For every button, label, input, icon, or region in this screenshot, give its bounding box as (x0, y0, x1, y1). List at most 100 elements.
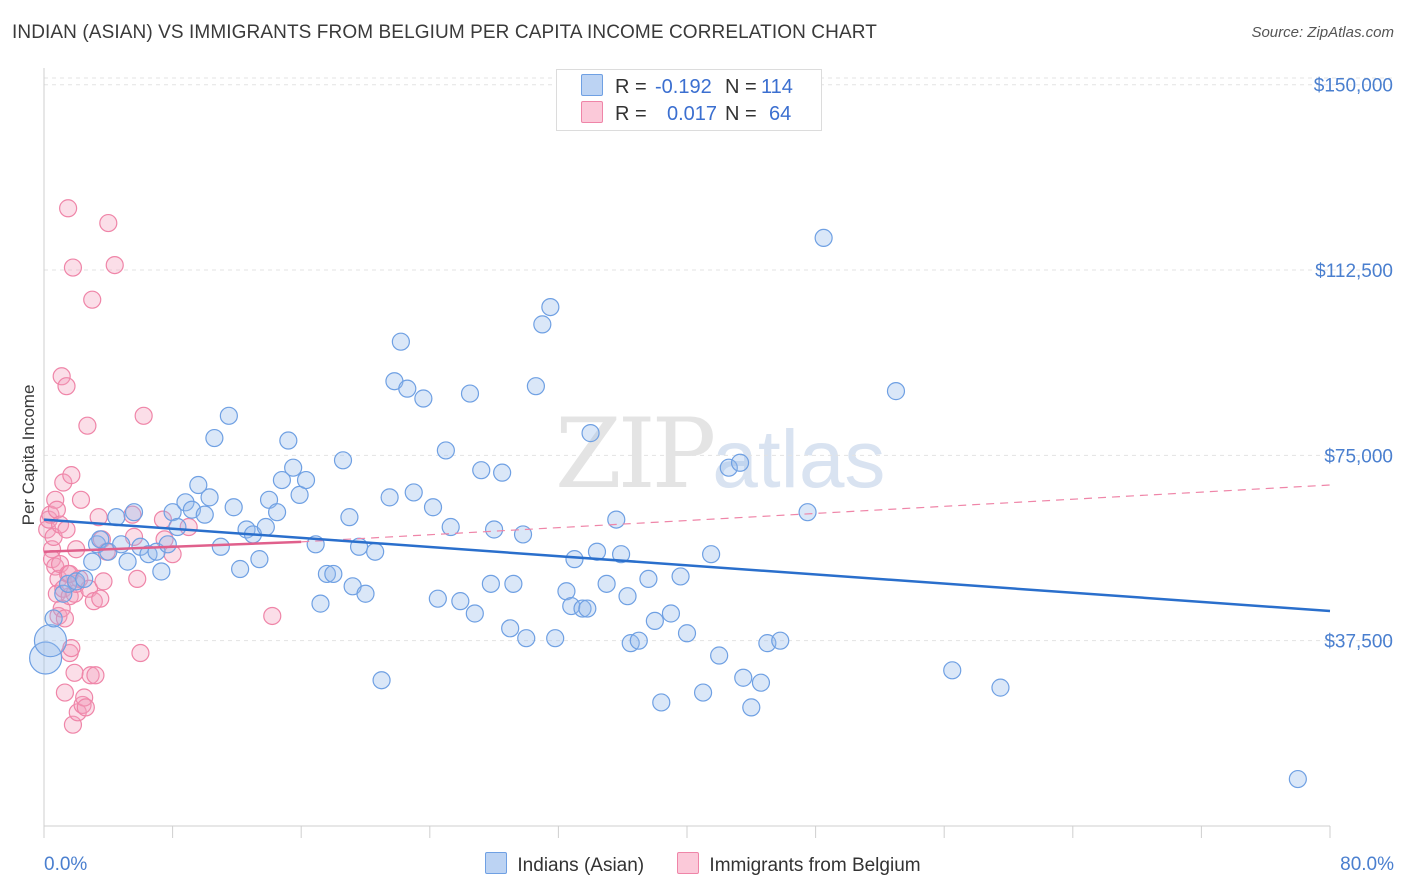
point-indians (481, 574, 500, 593)
point-belgium (81, 666, 100, 685)
point-indians (366, 542, 385, 561)
point-belgium (57, 377, 76, 396)
point-belgium (62, 466, 81, 485)
legend-item-indians[interactable]: Indians (Asian) (485, 852, 644, 877)
point-indians (324, 564, 343, 584)
point-indians (391, 332, 410, 351)
point-belgium (89, 508, 108, 527)
point-belgium (263, 606, 282, 626)
point-indians (224, 498, 243, 517)
point-indians (943, 661, 962, 680)
point-indians (742, 698, 761, 717)
point-indians (267, 503, 287, 522)
watermark: ZIPatlas (555, 398, 885, 510)
point-indians (83, 552, 102, 571)
point-indians (33, 624, 68, 658)
point-belgium (86, 666, 105, 685)
point-indians (451, 592, 470, 611)
point-indians (231, 559, 250, 579)
point-indians (581, 424, 600, 443)
point-indians (702, 545, 721, 564)
point-indians (436, 441, 455, 460)
point-belgium (99, 213, 118, 233)
watermark-atlas: atlas (712, 414, 886, 505)
legend-item-belgium[interactable]: Immigrants from Belgium (677, 852, 921, 877)
point-indians (533, 315, 552, 334)
series-legend: Indians (Asian) Immigrants from Belgium (0, 852, 1406, 877)
point-indians (734, 668, 753, 687)
point-indians (607, 510, 626, 529)
point-indians (517, 629, 536, 648)
point-indians (460, 384, 480, 403)
point-belgium (78, 416, 97, 435)
legend-row-belgium: R = 0.017 N = 64 (581, 101, 791, 127)
y-axis-label: Per Capita Income (19, 385, 38, 526)
legend-r-label: R = (615, 76, 647, 98)
point-belgium (70, 569, 89, 589)
point-indians (296, 470, 316, 490)
point-indians (404, 483, 423, 502)
point-indians (152, 562, 171, 581)
point-indians (501, 619, 520, 638)
point-belgium (76, 698, 95, 717)
point-belgium (83, 290, 102, 309)
point-belgium (57, 520, 76, 539)
point-belgium (73, 695, 92, 715)
legend-label-indians: Indians (Asian) (517, 855, 645, 876)
point-indians (279, 431, 298, 450)
legend-swatch-blue (485, 852, 508, 874)
legend-r-value: -0.192 (655, 76, 712, 98)
point-indians (311, 594, 330, 613)
point-indians (211, 537, 230, 556)
point-indians (661, 604, 681, 623)
point-indians (189, 475, 208, 495)
chart-title: INDIAN (ASIAN) VS IMMIGRANTS FROM BELGIU… (12, 22, 877, 43)
legend-swatch-blue (581, 74, 603, 96)
point-indians (317, 564, 337, 584)
point-belgium (105, 255, 124, 275)
point-indians (124, 503, 144, 522)
y-tick-label: $75,000 (1324, 446, 1393, 467)
point-indians (272, 470, 292, 490)
point-indians (219, 406, 238, 425)
point-belgium (52, 367, 71, 386)
point-indians (719, 458, 738, 477)
trend-line-belgium (43, 540, 302, 553)
point-belgium (128, 569, 147, 589)
point-indians (710, 646, 729, 665)
point-indians (587, 542, 607, 561)
y-tick-label: $37,500 (1324, 632, 1393, 653)
point-indians (546, 629, 565, 648)
point-indians (485, 520, 504, 539)
point-indians (513, 525, 533, 544)
source-label: Source: ZipAtlas.com (1251, 24, 1394, 41)
point-indians (465, 604, 484, 623)
point-belgium (94, 572, 113, 591)
point-indians (118, 552, 137, 571)
point-indians (168, 517, 187, 537)
point-indians (54, 584, 73, 603)
point-indians (578, 599, 597, 618)
point-indians (356, 584, 375, 603)
x-tick-label-min: 0.0% (44, 854, 87, 875)
trend-line-indians (43, 518, 1331, 613)
legend-r-label: R = (615, 103, 647, 125)
point-indians (493, 463, 512, 482)
point-indians (814, 228, 833, 248)
point-indians (886, 382, 906, 401)
point-belgium (59, 199, 78, 218)
point-indians (629, 631, 648, 650)
point-indians (423, 498, 443, 517)
point-belgium (71, 490, 91, 509)
point-indians (526, 377, 545, 396)
point-indians (284, 458, 303, 477)
point-belgium (63, 258, 83, 277)
point-indians (200, 488, 219, 507)
point-indians (611, 545, 631, 564)
point-indians (112, 535, 131, 554)
point-indians (597, 574, 616, 593)
y-tick-label: $150,000 (1314, 76, 1393, 97)
point-belgium (47, 500, 66, 519)
point-indians (372, 671, 391, 690)
trend-line-belgium-extended (301, 484, 1331, 543)
